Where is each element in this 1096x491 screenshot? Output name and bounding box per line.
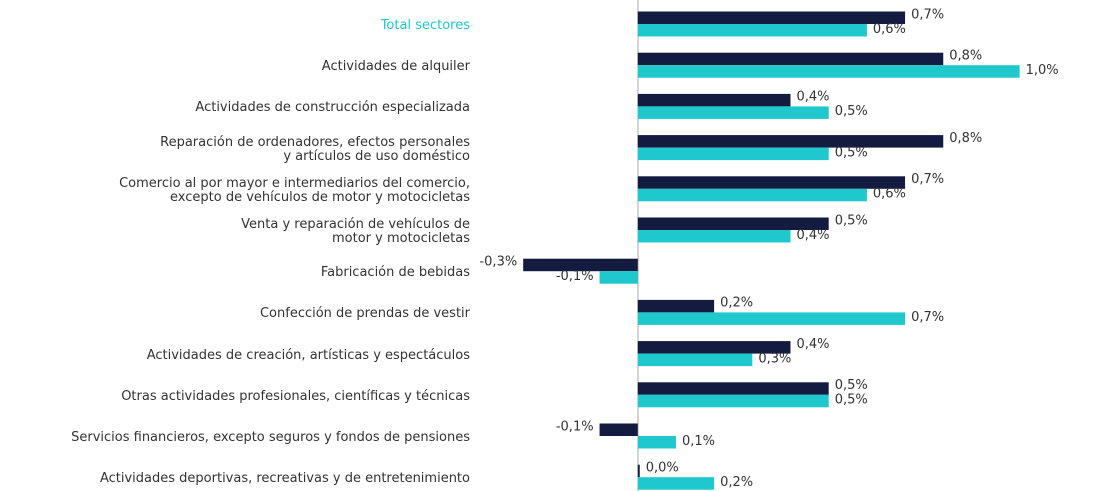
bar: [637, 217, 829, 230]
value-label: 0,6%: [873, 22, 906, 37]
bar: [637, 65, 1020, 78]
bar: [637, 93, 791, 107]
bar: [637, 341, 791, 354]
value-label: 0,2%: [720, 296, 753, 311]
bar: [637, 382, 829, 395]
bar: [599, 423, 638, 436]
value-label: -0,3%: [479, 254, 517, 269]
value-label: 0,5%: [835, 145, 868, 160]
bar: [637, 188, 867, 202]
category-label: Venta y reparación de vehículos de motor…: [241, 217, 470, 246]
category-label: Confección de prendas de vestir: [259, 306, 470, 322]
bar: [637, 24, 867, 37]
bar: [637, 436, 676, 449]
bar: [523, 258, 638, 272]
value-label: 0,5%: [835, 378, 868, 393]
value-label: 0,7%: [911, 310, 944, 325]
bar: [637, 52, 944, 66]
bar: [637, 353, 753, 367]
bar: [637, 106, 829, 119]
category-label: Otras actividades profesionales, científ…: [121, 388, 470, 404]
value-label: 0,0%: [646, 460, 679, 475]
category-label: Actividades de alquiler: [321, 59, 470, 75]
bar: [637, 176, 906, 189]
value-label: -0,1%: [556, 419, 594, 434]
value-label: 0,4%: [797, 228, 830, 243]
bar: [637, 312, 906, 325]
bar: [637, 477, 715, 490]
value-label: 0,3%: [758, 351, 791, 366]
bar: [637, 299, 715, 313]
value-label: 0,8%: [949, 48, 982, 63]
value-label: 0,4%: [797, 90, 830, 105]
bar: [637, 11, 906, 24]
bar: [637, 464, 640, 478]
bar: [599, 271, 638, 284]
category-label: Total sectores: [380, 18, 470, 33]
value-label: 0,7%: [911, 7, 944, 22]
bar: [637, 394, 829, 408]
value-label: 0,8%: [949, 131, 982, 146]
category-label: Servicios financieros, excepto seguros y…: [71, 430, 470, 445]
category-label: Actividades de creación, artísticas y es…: [146, 347, 470, 363]
bar: [637, 230, 791, 243]
bar: [637, 135, 944, 148]
value-label: 0,7%: [911, 172, 944, 187]
value-label: 1,0%: [1026, 63, 1059, 78]
category-label: Actividades deportivas, recreativas y de…: [99, 471, 470, 487]
bar: [637, 147, 829, 161]
category-label: Actividades de construcción especializad…: [195, 100, 470, 116]
category-label: Comercio al por mayor e intermediarios d…: [119, 175, 470, 205]
value-label: 0,5%: [835, 213, 868, 228]
value-label: 0,4%: [797, 337, 830, 352]
value-label: -0,1%: [556, 269, 594, 284]
value-label: 0,2%: [720, 475, 753, 490]
category-label: Fabricación de bebidas: [320, 265, 470, 281]
value-label: 0,5%: [835, 393, 868, 408]
value-label: 0,5%: [835, 104, 868, 119]
value-label: 0,6%: [873, 187, 906, 202]
value-label: 0,1%: [682, 434, 715, 449]
category-label: Reparación de ordenadores, efectos perso…: [160, 134, 470, 164]
